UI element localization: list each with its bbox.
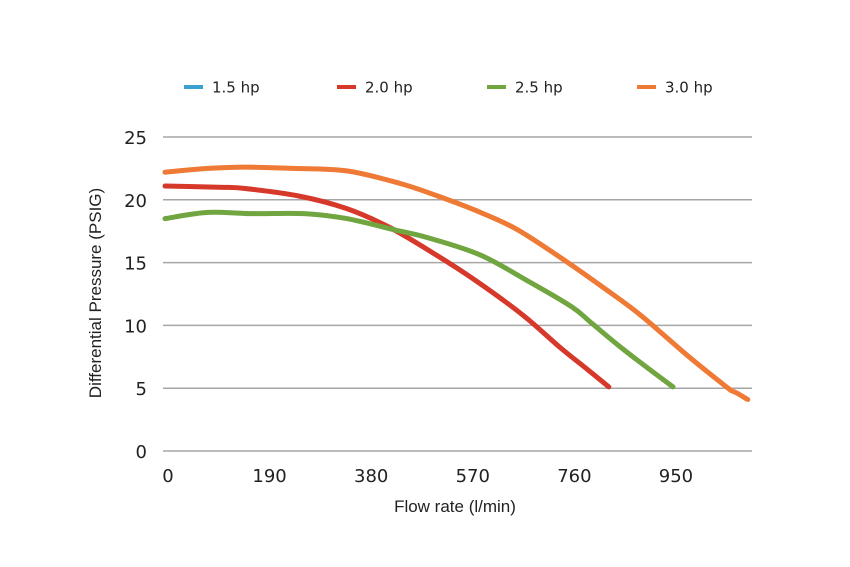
y-axis-title: Differential Pressure (PSIG) [86,188,105,398]
legend-label: 2.5 hp [515,79,563,97]
legend-label: 2.0 hp [365,79,413,97]
series-line-2-0-hp [162,183,612,390]
x-tick-labels: 0 190 380 570 760 950 [162,466,693,487]
y-tick-label: 0 [136,442,147,463]
legend-label: 1.5 hp [212,79,260,97]
y-tick-labels: 0 5 10 15 20 25 [124,128,147,463]
y-tick-label: 10 [124,316,147,337]
legend: 1.5 hp 2.0 hp 2.5 hp 3.0 hp [184,79,713,97]
x-tick-label: 760 [557,466,591,487]
series-line-2-5-hp [162,209,676,390]
y-tick-label: 5 [136,379,147,400]
x-tick-label: 570 [456,466,490,487]
y-tick-label: 15 [124,254,147,275]
y-tick-label: 20 [124,191,147,212]
x-tick-label: 0 [162,466,173,487]
legend-label: 3.0 hp [665,79,713,97]
y-tick-label: 25 [124,128,147,149]
x-tick-label: 950 [659,466,693,487]
x-tick-label: 380 [354,466,388,487]
gridlines [163,136,752,452]
x-tick-label: 190 [252,466,286,487]
x-axis-title: Flow rate (l/min) [394,497,516,516]
series-line-3-0-hp [162,164,751,402]
series-lines [162,164,751,402]
